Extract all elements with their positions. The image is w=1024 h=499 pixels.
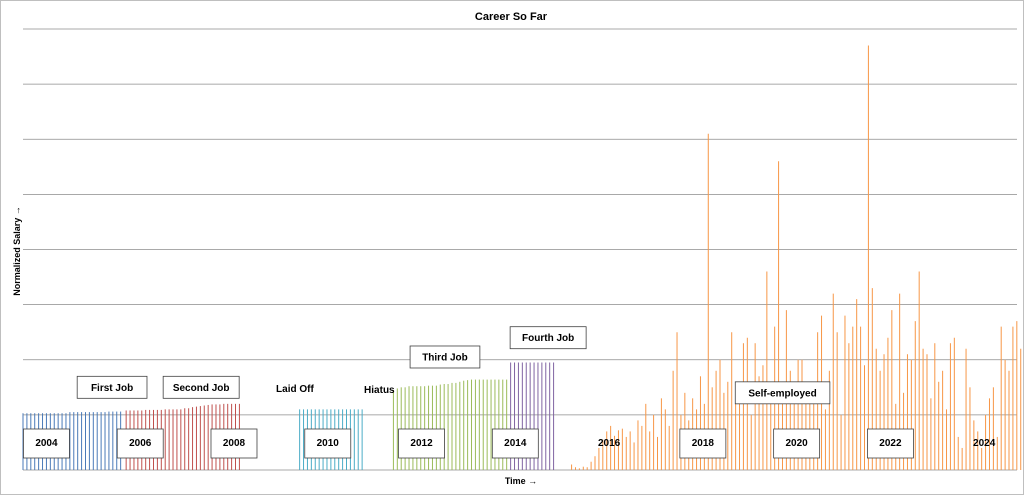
annotation-label-text: Second Job [173,383,230,394]
year-label-box [867,428,914,459]
bar-marks [22,45,1022,470]
year-label-text: 2004 [35,438,58,449]
annotation-label: Hiatus [364,385,395,396]
year-label: 2012 [398,428,445,459]
year-label: 2010 [304,428,352,459]
year-label-text: 2020 [786,438,809,449]
labels-layer: 2004 2006 2008 2010 2012 2014 2016 2018 2020 2022… [23,326,996,459]
annotation-label-box [734,381,831,405]
year-label-box [773,428,821,459]
year-label: 2024 [973,438,996,449]
annotation-label-box [162,375,240,399]
annotation-label: Fourth Job [509,326,587,350]
gridlines [23,28,1017,471]
annotation-label-box [509,326,587,350]
annotation-label: Laid Off [276,384,314,395]
year-label: 2018 [679,428,727,459]
annotation-label-text: Hiatus [364,385,395,396]
year-label-text: 2006 [129,438,152,449]
year-label: 2008 [210,428,258,459]
year-label: 2006 [116,428,164,459]
year-label-box [116,428,164,459]
chart-title: Career So Far [475,11,548,23]
year-label-box [398,428,445,459]
annotation-label-box [409,345,481,369]
year-label-box [679,428,727,459]
annotation-label: Third Job [409,345,481,369]
year-label-text: 2010 [317,438,340,449]
year-label: 2014 [491,428,539,459]
annotation-label: First Job [76,375,148,399]
year-label-box [304,428,352,459]
year-label: 2016 [598,438,621,449]
annotation-label-text: Fourth Job [522,333,574,344]
year-label-text: 2012 [410,438,433,449]
year-label-text: 2008 [223,438,246,449]
x-axis-label: Time → [505,476,537,486]
year-label-text: 2014 [504,438,527,449]
year-label-text: 2018 [692,438,715,449]
annotation-label: Second Job [162,375,240,399]
year-label-box [210,428,258,459]
y-axis-label: Normalized Salary → [12,206,22,296]
annotation-label-text: Self-employed [748,388,816,399]
annotation-label-text: Laid Off [276,384,314,395]
year-label: 2004 [23,428,70,459]
year-label-box [491,428,539,459]
year-label: 2022 [867,428,914,459]
annotation-label-text: First Job [91,383,133,394]
annotation-label-text: Third Job [422,352,468,363]
year-label-text: 2022 [879,438,902,449]
annotation-label: Self-employed [734,381,831,405]
year-label: 2020 [773,428,821,459]
year-label-box [23,428,70,459]
annotation-label-box [76,375,148,399]
